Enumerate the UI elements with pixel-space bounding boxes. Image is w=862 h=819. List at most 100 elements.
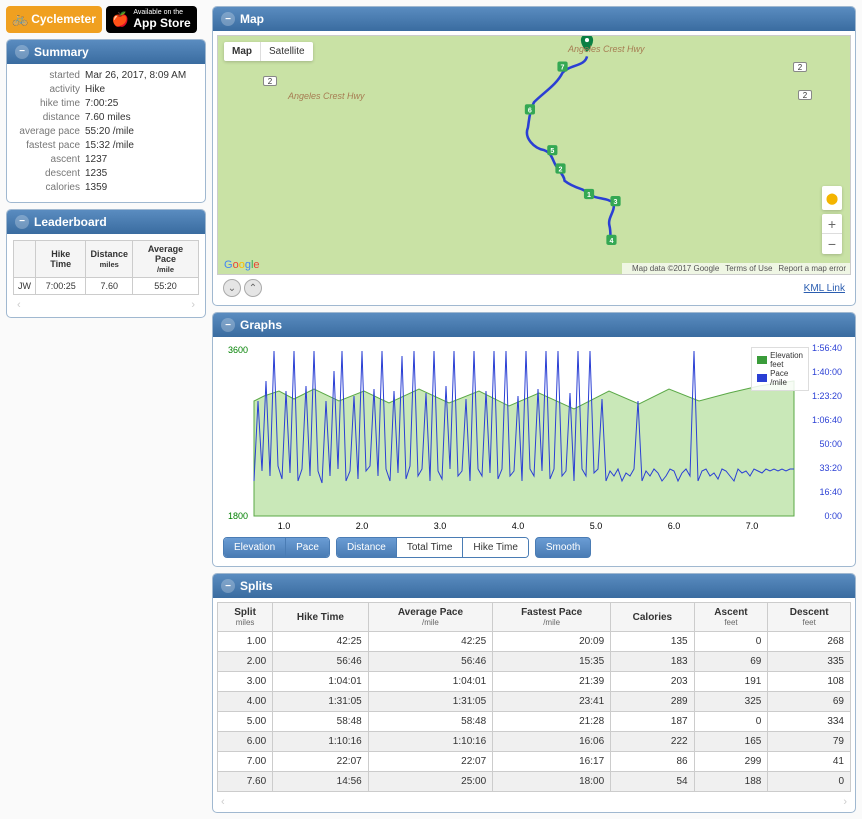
zoom-control: + − (822, 214, 842, 254)
mile-marker[interactable]: 4 (606, 235, 616, 245)
splits-row: 7.0022:0722:0716:178629941 (218, 752, 851, 772)
lb-row[interactable]: JW7:00:257.6055:20 (14, 277, 199, 294)
graph-canvas: 3600 1800 1:56:401:40:001:23:201:06:4050… (217, 341, 851, 531)
collapse-icon[interactable]: − (221, 579, 235, 593)
summary-header[interactable]: −Summary (7, 40, 205, 64)
svg-text:5: 5 (550, 147, 554, 155)
summary-value: 7:00:25 (85, 98, 118, 109)
svg-text:1.0: 1.0 (278, 521, 291, 531)
svg-text:4.0: 4.0 (512, 521, 525, 531)
svg-text:2.0: 2.0 (356, 521, 369, 531)
splits-row: 3.001:04:011:04:0121:39203191108 (218, 672, 851, 692)
leaderboard-nav: ‹› (13, 299, 199, 311)
svg-text:6.0: 6.0 (668, 521, 681, 531)
splits-nav: ‹› (217, 796, 851, 808)
mile-marker[interactable]: 3 (610, 196, 620, 206)
graph-button[interactable]: Distance (337, 538, 396, 557)
summary-row: startedMar 26, 2017, 8:09 AM (13, 70, 199, 81)
summary-value: 1235 (85, 168, 107, 179)
svg-text:3.0: 3.0 (434, 521, 447, 531)
svg-text:33:20: 33:20 (819, 463, 842, 473)
logo-bar: Cyclemeter Available on theApp Store (6, 6, 206, 33)
collapse-icon[interactable]: − (15, 215, 29, 229)
svg-text:1: 1 (587, 191, 591, 199)
splits-header: Descentfeet (768, 603, 851, 632)
map-up-button[interactable]: ⌃ (244, 279, 262, 297)
splits-header: Fastest Pace/mile (493, 603, 611, 632)
summary-row: ascent1237 (13, 154, 199, 165)
leaderboard-header[interactable]: −Leaderboard (7, 210, 205, 234)
splits-header[interactable]: −Splits (213, 574, 855, 598)
graph-button[interactable]: Elevation (224, 538, 285, 557)
svg-text:7.0: 7.0 (746, 521, 759, 531)
summary-row: descent1235 (13, 168, 199, 179)
svg-text:2: 2 (559, 166, 563, 174)
map-type-satellite[interactable]: Satellite (261, 42, 313, 61)
summary-label: started (13, 70, 85, 81)
leaderboard-table: Hike TimeDistancemilesAverage Pace/mileJ… (13, 240, 199, 295)
svg-text:4: 4 (609, 237, 613, 245)
splits-row: 4.001:31:051:31:0523:4128932569 (218, 692, 851, 712)
route-shield: 2 (798, 90, 812, 100)
splits-header: Ascentfeet (694, 603, 768, 632)
zoom-in-button[interactable]: + (822, 214, 842, 234)
splits-header: Hike Time (273, 603, 369, 632)
smooth-button[interactable]: Smooth (535, 537, 591, 558)
mile-marker[interactable]: 1 (584, 189, 594, 199)
map-attribution: Map data ©2017 GoogleTerms of UseReport … (622, 263, 850, 274)
graph-button[interactable]: Total Time (396, 538, 463, 557)
y-left-max: 3600 (228, 345, 248, 355)
graph-legend: ElevationfeetPace/mile (751, 347, 809, 391)
graphs-header[interactable]: −Graphs (213, 313, 855, 337)
prev-icon[interactable]: ‹ (17, 299, 21, 311)
svg-text:50:00: 50:00 (819, 439, 842, 449)
next-icon[interactable]: › (191, 299, 195, 311)
map-panel: −Map 7652134 Angeles Crest HwyAngeles Cr… (212, 6, 856, 306)
map-down-button[interactable]: ⌄ (223, 279, 241, 297)
map-type-map[interactable]: Map (224, 42, 261, 61)
route-shield: 2 (263, 76, 277, 86)
cyclemeter-logo[interactable]: Cyclemeter (6, 6, 102, 33)
summary-label: activity (13, 84, 85, 95)
summary-value: 15:32 /mile (85, 140, 134, 151)
splits-title: Splits (240, 579, 273, 593)
summary-label: fastest pace (13, 140, 85, 151)
graph-button[interactable]: Hike Time (462, 538, 527, 557)
next-icon[interactable]: › (843, 796, 847, 808)
kml-link[interactable]: KML Link (804, 283, 845, 294)
svg-text:0:00: 0:00 (824, 511, 842, 521)
summary-label: calories (13, 182, 85, 193)
y-left-min: 1800 (228, 511, 248, 521)
collapse-icon[interactable]: − (221, 12, 235, 26)
svg-text:16:40: 16:40 (819, 487, 842, 497)
google-logo: Google (224, 259, 260, 271)
pegman-icon[interactable]: ⬤ (822, 186, 842, 210)
map-header[interactable]: −Map (213, 7, 855, 31)
splits-row: 5.0058:4858:4821:281870334 (218, 712, 851, 732)
appstore-badge[interactable]: Available on theApp Store (106, 6, 197, 33)
mile-marker[interactable]: 5 (547, 145, 557, 155)
collapse-icon[interactable]: − (15, 45, 29, 59)
splits-row: 1.0042:2542:2520:091350268 (218, 632, 851, 652)
summary-row: calories1359 (13, 182, 199, 193)
map-nav-buttons: ⌄ ⌃ (223, 279, 262, 297)
mile-marker[interactable]: 7 (557, 61, 567, 71)
graph-button[interactable]: Pace (285, 538, 329, 557)
mile-marker[interactable]: 6 (525, 104, 535, 114)
svg-text:1:56:40: 1:56:40 (812, 343, 842, 353)
svg-text:6: 6 (528, 106, 532, 114)
splits-header: Calories (611, 603, 694, 632)
svg-text:1:23:20: 1:23:20 (812, 391, 842, 401)
map-canvas[interactable]: 7652134 Angeles Crest HwyAngeles Crest H… (217, 35, 851, 275)
svg-text:5.0: 5.0 (590, 521, 603, 531)
collapse-icon[interactable]: − (221, 318, 235, 332)
summary-label: average pace (13, 126, 85, 137)
prev-icon[interactable]: ‹ (221, 796, 225, 808)
zoom-out-button[interactable]: − (822, 234, 842, 254)
summary-value: Mar 26, 2017, 8:09 AM (85, 70, 186, 81)
mile-marker[interactable]: 2 (555, 163, 565, 173)
svg-text:3: 3 (614, 198, 618, 206)
lb-header (14, 240, 36, 277)
road-label: Angeles Crest Hwy (568, 44, 645, 54)
lb-header: Average Pace/mile (132, 240, 198, 277)
